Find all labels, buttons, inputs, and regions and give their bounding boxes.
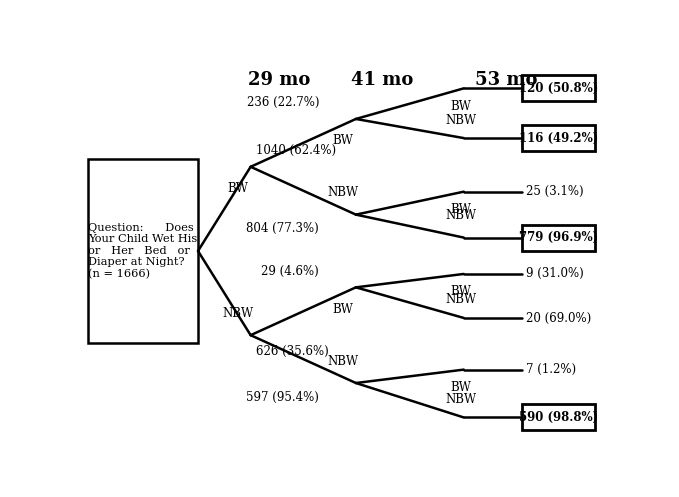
Text: NBW: NBW [445, 209, 477, 222]
Text: Question:      Does
Your Child Wet His
or   Her   Bed   or
Diaper at Night?
(n =: Question: Does Your Child Wet His or Her… [88, 223, 198, 279]
Text: NBW: NBW [327, 355, 359, 368]
Text: 53 mo: 53 mo [475, 71, 537, 89]
Text: 1040 (62.4%): 1040 (62.4%) [256, 144, 336, 157]
FancyBboxPatch shape [522, 125, 595, 151]
Text: 29 (4.6%): 29 (4.6%) [261, 265, 319, 278]
Text: BW: BW [332, 303, 353, 316]
Text: 41 mo: 41 mo [351, 71, 414, 89]
Text: BW: BW [451, 381, 471, 394]
FancyBboxPatch shape [88, 159, 198, 343]
Text: 116 (49.2%): 116 (49.2%) [519, 132, 598, 145]
Text: 804 (77.3%): 804 (77.3%) [246, 222, 319, 235]
Text: BW: BW [451, 285, 471, 298]
Text: 626 (35.6%): 626 (35.6%) [256, 345, 329, 358]
Text: 9 (31.0%): 9 (31.0%) [526, 267, 584, 280]
Text: BW: BW [451, 203, 471, 216]
FancyBboxPatch shape [522, 76, 595, 101]
FancyBboxPatch shape [522, 405, 595, 430]
Text: NBW: NBW [222, 307, 253, 320]
Text: BW: BW [332, 134, 353, 147]
Text: NBW: NBW [445, 393, 477, 406]
Text: NBW: NBW [445, 114, 477, 127]
Text: BW: BW [227, 182, 248, 195]
Text: 29 mo: 29 mo [249, 71, 311, 89]
Text: 25 (3.1%): 25 (3.1%) [526, 185, 583, 198]
Text: 20 (69.0%): 20 (69.0%) [526, 312, 591, 325]
Text: 597 (95.4%): 597 (95.4%) [246, 391, 319, 404]
Text: NBW: NBW [327, 186, 359, 199]
Text: NBW: NBW [445, 293, 477, 307]
Text: 236 (22.7%): 236 (22.7%) [246, 96, 319, 109]
Text: 590 (98.8%): 590 (98.8%) [519, 411, 598, 424]
Text: BW: BW [451, 100, 471, 113]
FancyBboxPatch shape [522, 225, 595, 250]
Text: 120 (50.8%): 120 (50.8%) [519, 82, 598, 95]
Text: 779 (96.9%): 779 (96.9%) [519, 231, 598, 244]
Text: 7 (1.2%): 7 (1.2%) [526, 363, 576, 376]
